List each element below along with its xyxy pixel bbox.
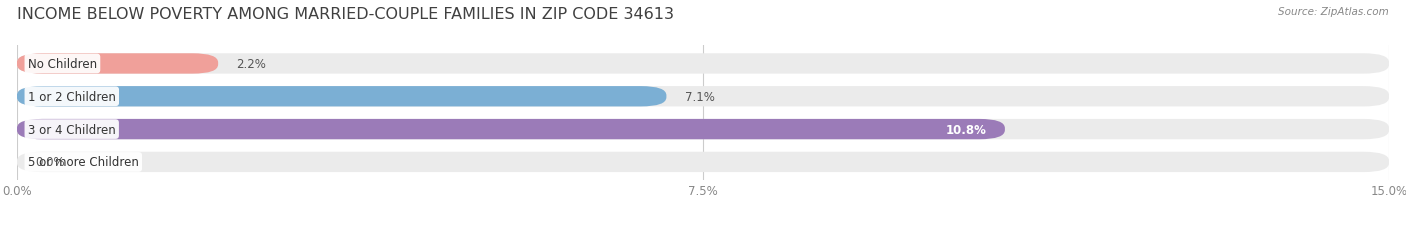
FancyBboxPatch shape [17,87,1389,107]
Text: No Children: No Children [28,58,97,71]
Text: INCOME BELOW POVERTY AMONG MARRIED-COUPLE FAMILIES IN ZIP CODE 34613: INCOME BELOW POVERTY AMONG MARRIED-COUPL… [17,7,673,22]
Text: 5 or more Children: 5 or more Children [28,156,139,169]
Text: 3 or 4 Children: 3 or 4 Children [28,123,115,136]
Text: 0.0%: 0.0% [35,156,65,169]
Text: Source: ZipAtlas.com: Source: ZipAtlas.com [1278,7,1389,17]
FancyBboxPatch shape [17,152,1389,172]
FancyBboxPatch shape [17,54,1389,74]
Text: 1 or 2 Children: 1 or 2 Children [28,90,115,103]
FancyBboxPatch shape [17,119,1389,140]
FancyBboxPatch shape [17,119,1005,140]
Text: 10.8%: 10.8% [946,123,987,136]
Text: 7.1%: 7.1% [685,90,714,103]
FancyBboxPatch shape [17,54,218,74]
Text: 2.2%: 2.2% [236,58,266,71]
FancyBboxPatch shape [17,87,666,107]
